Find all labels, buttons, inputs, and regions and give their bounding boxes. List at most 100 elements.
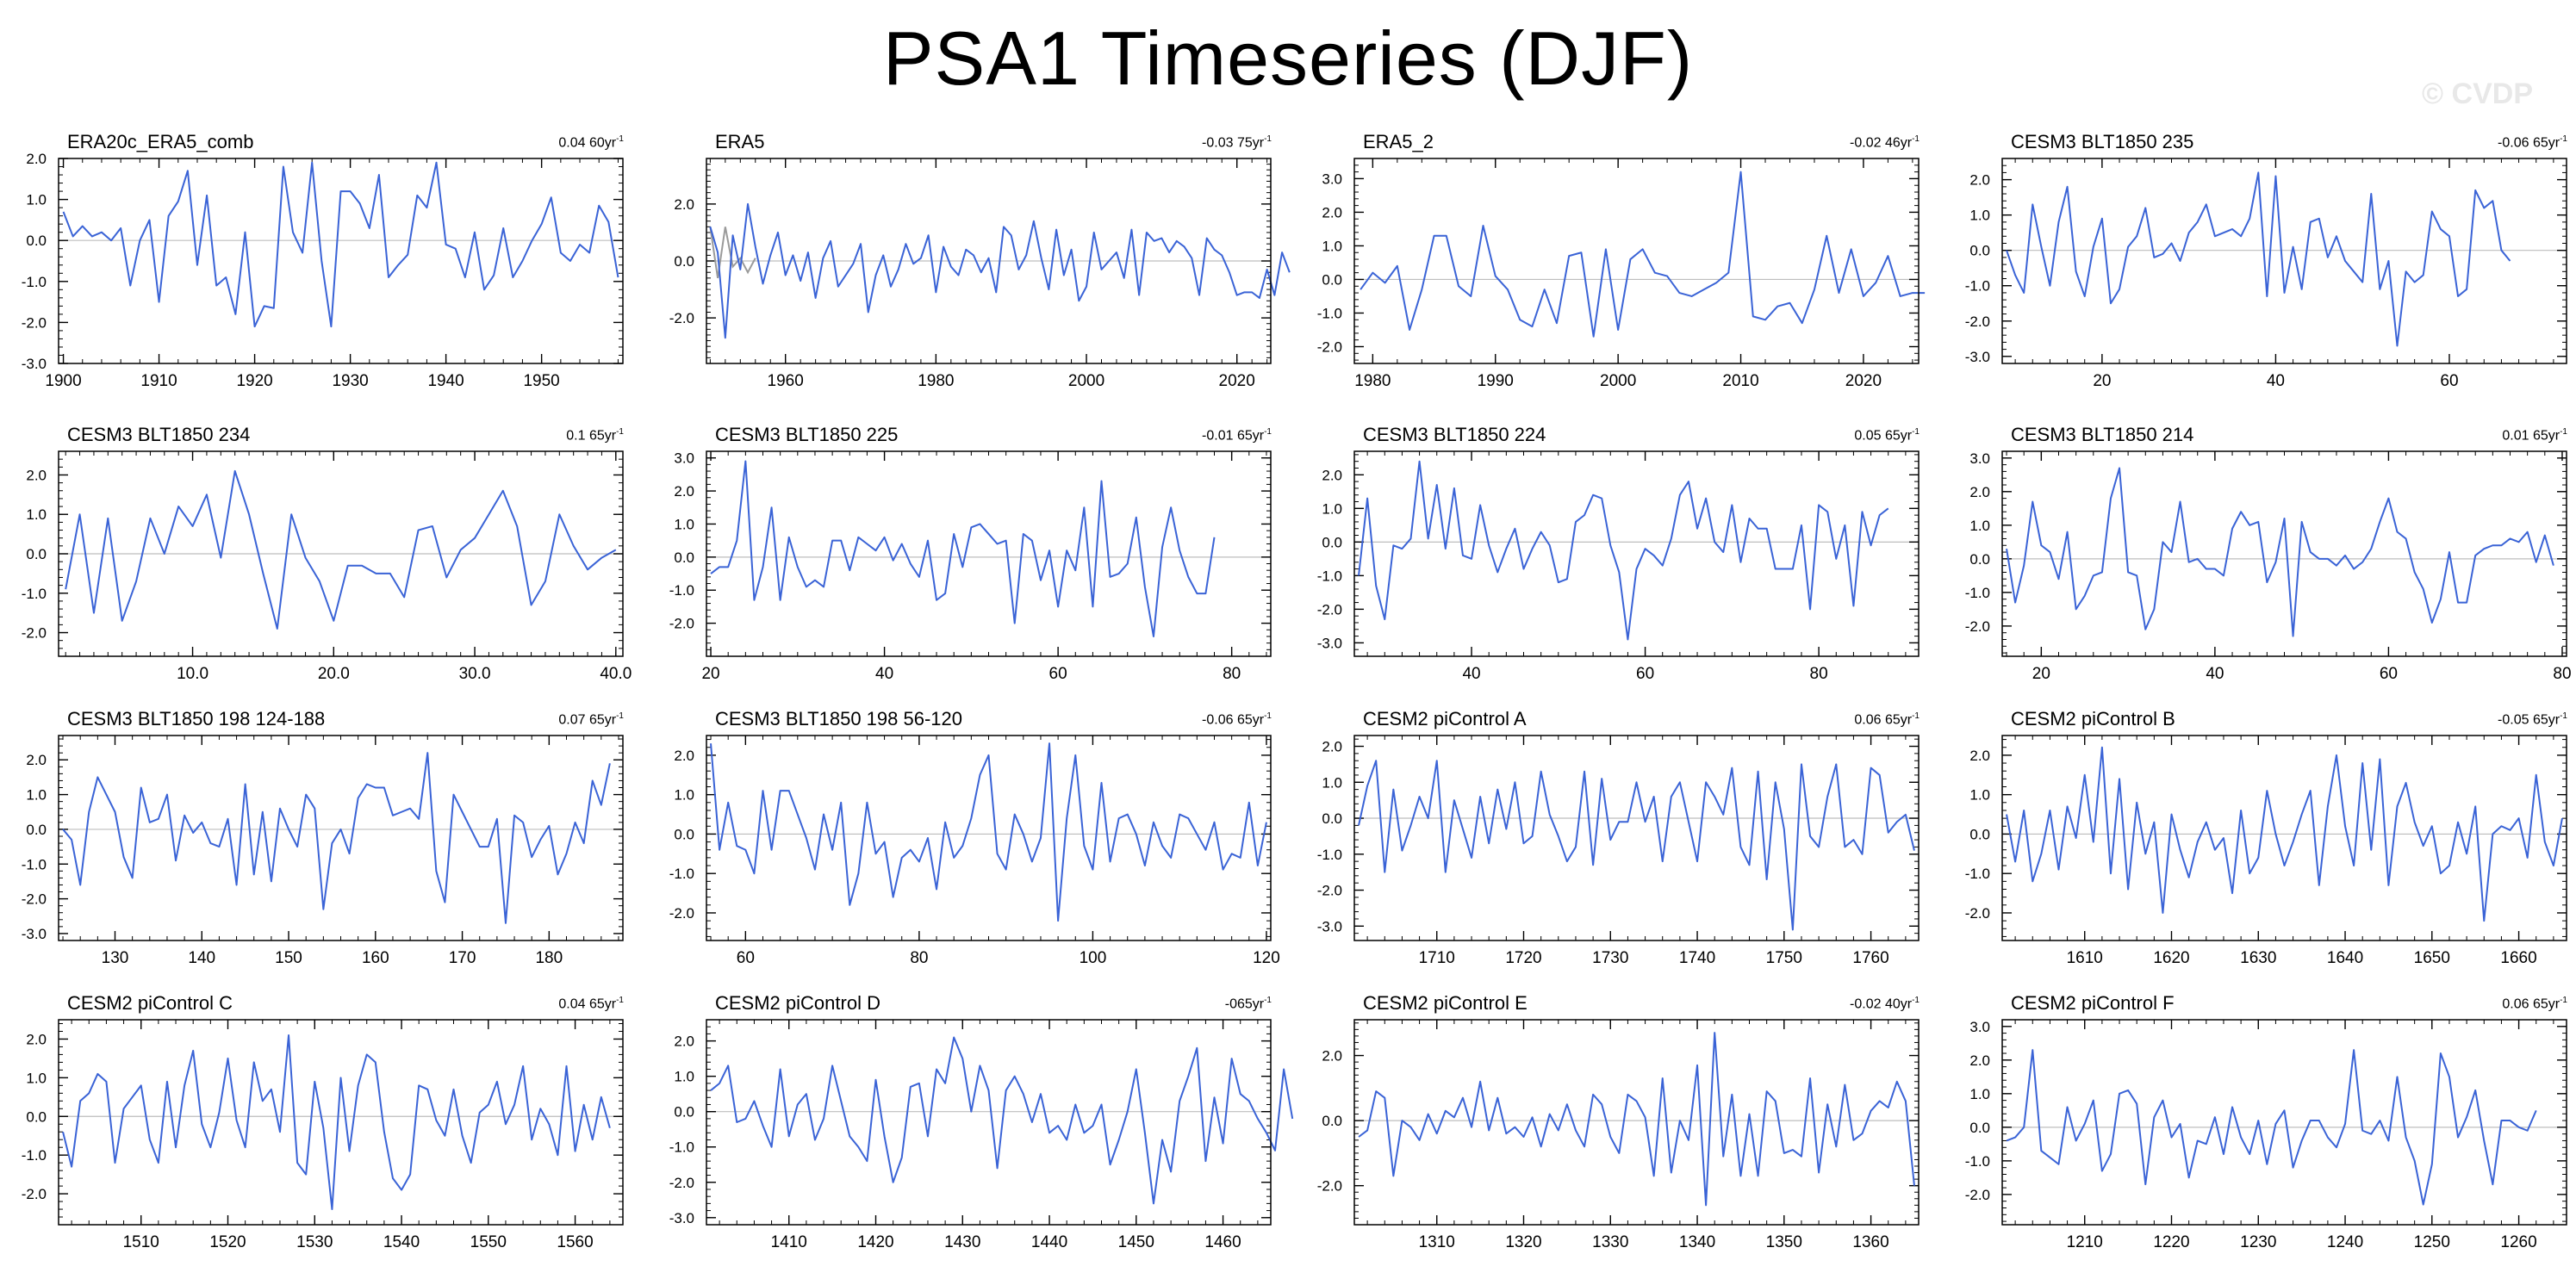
y-tick-label: -2.0: [1965, 905, 1990, 922]
y-tick-label: 0.0: [26, 822, 47, 838]
y-tick-label: 2.0: [674, 748, 694, 764]
panel-title: CESM3 BLT1850 235: [2011, 131, 2194, 152]
plot-frame: [2001, 1019, 2567, 1226]
trend-label: -0.03 75yr-1: [1202, 134, 1272, 151]
y-tick-label: -1.0: [669, 1139, 694, 1156]
plot-frame: [706, 735, 1272, 941]
x-tick-label: 1720: [1505, 949, 1541, 967]
panel-title: CESM2 piControl A: [1363, 708, 1527, 729]
minor-ticks: [706, 1019, 1271, 1226]
panel-cesm2-picontrol-c: CESM2 piControl C 0.04 65yr-1 1510 1520 1530…: [7, 987, 653, 1285]
y-tick-label: -1.0: [669, 866, 694, 882]
y-tick-label: 1.0: [26, 1070, 47, 1086]
panel-cesm3-blt1850-198-56-120: CESM3 BLT1850 198 56-120 -0.06 65yr-1 60 80…: [655, 703, 1301, 1001]
y-tick-label: -1.0: [1317, 305, 1342, 321]
y-tick-label: -1.0: [1965, 585, 1990, 601]
x-tick-label: 1980: [918, 372, 954, 390]
panel-cesm3-blt1850-225: CESM3 BLT1850 225 -0.01 65yr-1 20 40 60 80 -2.…: [655, 419, 1301, 717]
y-tick-label: 1.0: [1322, 774, 1342, 791]
y-tick-label: -2.0: [669, 905, 694, 922]
x-tick-label: 60: [737, 949, 755, 967]
trend-label: 0.01 65yr-1: [2502, 427, 2567, 444]
trend-label: 0.06 65yr-1: [2502, 996, 2567, 1012]
x-tick-label: 1740: [1679, 949, 1715, 967]
y-tick-label: 3.0: [1969, 450, 1990, 467]
y-tick-label: 1.0: [674, 1069, 694, 1085]
y-tick-label: -2.0: [1965, 313, 1990, 330]
plot-frame: [2001, 735, 2567, 941]
x-tick-label: 80: [1223, 665, 1241, 683]
series-line: [710, 742, 1267, 922]
y-tick-label: -3.0: [22, 926, 47, 942]
minor-ticks: [1354, 158, 1919, 363]
minor-ticks: [706, 736, 1271, 940]
chart-svg: 20 40 60 -3.0 -2.0 -1.0 0.0 1.0 2.0: [1965, 158, 2567, 390]
y-tick-label: 0.0: [674, 549, 694, 566]
y-tick-label: 1.0: [674, 516, 694, 532]
x-tick-label: 1450: [1118, 1233, 1154, 1251]
y-tick-label: -1.0: [22, 586, 47, 602]
x-tick-label: 1230: [2240, 1233, 2276, 1251]
x-tick-label: 2000: [1068, 372, 1104, 390]
y-tick-label: 0.0: [1322, 810, 1342, 827]
y-tick-label: 1.0: [26, 192, 47, 208]
y-tick-label: -2.0: [1317, 1178, 1342, 1195]
y-tick-label: 0.0: [26, 546, 47, 562]
x-tick-label: 1560: [557, 1233, 593, 1251]
x-tick-label: 1660: [2500, 949, 2536, 967]
series-line: [62, 161, 619, 328]
y-tick-label: 1.0: [674, 787, 694, 804]
series-line: [2006, 171, 2511, 347]
x-tick-label: 40: [1462, 665, 1480, 683]
x-tick-label: 1330: [1592, 1233, 1628, 1251]
x-tick-label: 1950: [523, 372, 559, 390]
y-tick-label: 0.0: [26, 1108, 47, 1125]
x-tick-label: 1940: [427, 372, 464, 390]
x-tick-label: 1240: [2327, 1233, 2363, 1251]
y-tick-label: -1.0: [22, 274, 47, 290]
y-tick-label: 2.0: [1969, 1052, 1990, 1069]
panel-era5: ERA5 -0.03 75yr-1 1960 1980 2000 2020 -2.0 0.0 2…: [655, 126, 1301, 424]
x-tick-label: 150: [275, 949, 302, 967]
panel-cesm3-blt1850-214: CESM3 BLT1850 214 0.01 65yr-1 20 40 60 80 -2.0…: [1951, 419, 2576, 717]
x-tick-label: 1360: [1852, 1233, 1888, 1251]
x-tick-label: 1920: [236, 372, 272, 390]
y-tick-label: -1.0: [22, 856, 47, 872]
x-tick-label: 1930: [332, 372, 368, 390]
panel-cesm2-picontrol-f: CESM2 piControl F 0.06 65yr-1 1210 1220 1230…: [1951, 987, 2576, 1285]
y-tick-label: -2.0: [1965, 618, 1990, 635]
chart-svg: 1960 1980 2000 2020 -2.0 0.0 2.0: [669, 158, 1291, 390]
y-tick-label: 2.0: [1969, 748, 1990, 764]
x-tick-label: 1440: [1031, 1233, 1067, 1251]
y-tick-label: -1.0: [1965, 866, 1990, 882]
series-line: [62, 1034, 611, 1211]
x-tick-label: 1630: [2240, 949, 2276, 967]
x-tick-label: 20.0: [318, 665, 350, 683]
x-tick-label: 1540: [383, 1233, 420, 1251]
panel-cesm2-picontrol-a: CESM2 piControl A 0.06 65yr-1 1710 1720 1730…: [1303, 703, 1949, 1001]
x-tick-label: 170: [449, 949, 476, 967]
y-tick-label: 2.0: [26, 752, 47, 768]
y-tick-label: 2.0: [674, 1034, 694, 1050]
x-tick-label: 1210: [2067, 1233, 2103, 1251]
y-tick-label: 3.0: [1322, 171, 1342, 187]
y-tick-label: -2.0: [1965, 1187, 1990, 1203]
chart-svg: 60 80 100 120 -2.0 -1.0 0.0 1.0 2.0: [669, 735, 1280, 967]
y-tick-label: 1.0: [1322, 238, 1342, 254]
x-tick-label: 40: [875, 665, 893, 683]
x-tick-label: 1610: [2067, 949, 2103, 967]
y-tick-label: -1.0: [22, 1147, 47, 1164]
x-tick-label: 1910: [140, 372, 177, 390]
panel-title: ERA5_2: [1363, 131, 1434, 152]
y-tick-label: -1.0: [1317, 568, 1342, 584]
x-tick-label: 20: [2093, 372, 2111, 390]
x-tick-label: 1220: [2153, 1233, 2189, 1251]
plot-frame: [706, 1019, 1272, 1226]
trend-label: 0.04 60yr-1: [558, 134, 624, 151]
trend-label: -0.06 65yr-1: [1202, 711, 1272, 728]
chart-svg: 20 40 60 80 -2.0 -1.0 0.0 1.0 2.0 3.0: [669, 450, 1272, 683]
chart-svg: 10.0 20.0 30.0 40.0 -2.0 -1.0 0.0 1.0 2.0: [22, 450, 632, 683]
trend-label: 0.1 65yr-1: [566, 427, 624, 444]
y-tick-label: 0.0: [26, 233, 47, 249]
minor-ticks: [2002, 736, 2567, 940]
